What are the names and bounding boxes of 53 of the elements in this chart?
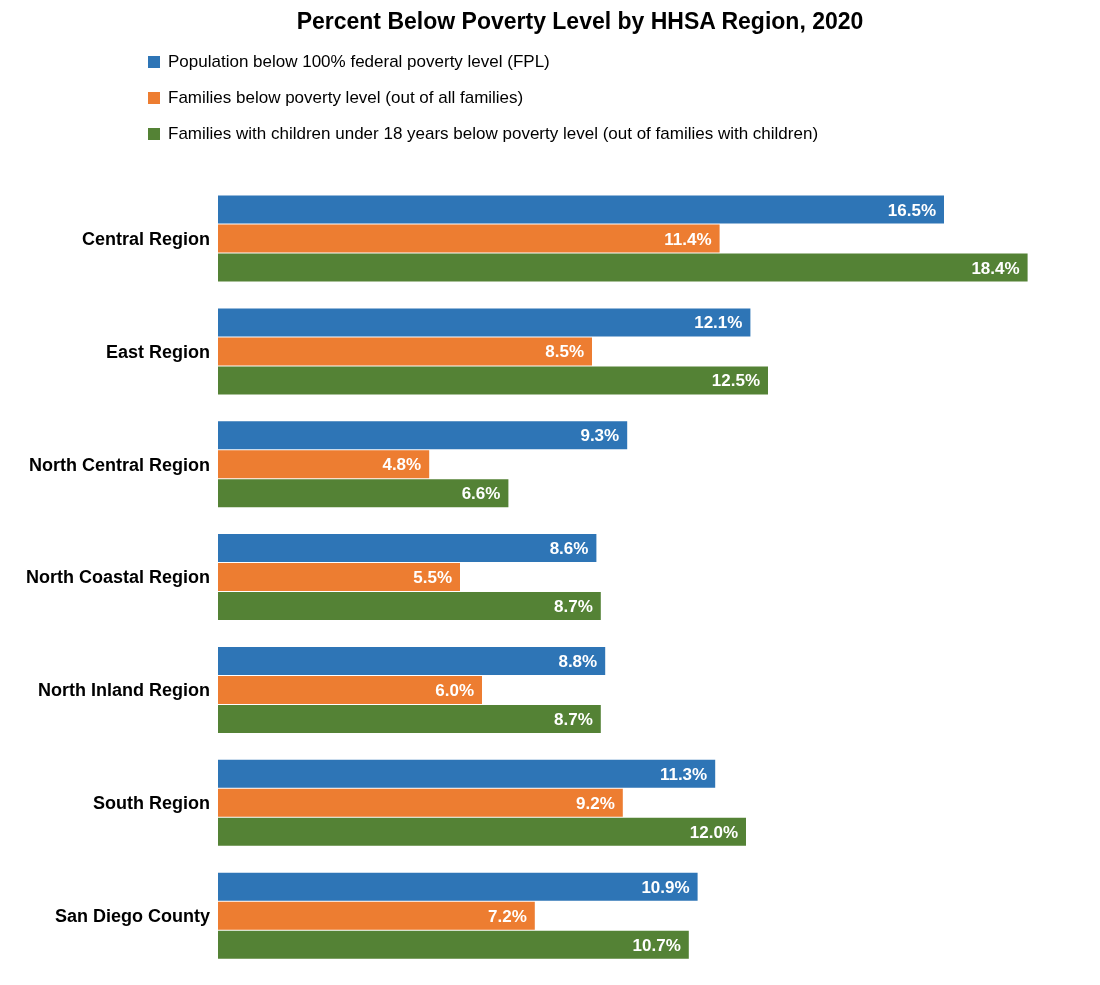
bar xyxy=(218,930,689,959)
data-label: 16.5% xyxy=(887,200,936,220)
data-label: 8.7% xyxy=(554,597,593,617)
legend-label: Families below poverty level (out of all families) xyxy=(168,87,524,109)
chart-title: Percent Below Poverty Level by HHSA Region, 2020 xyxy=(295,8,865,36)
data-label: 8.8% xyxy=(558,651,598,671)
data-label: 18.4% xyxy=(971,258,1020,278)
y-tick-label: North Inland Region xyxy=(38,680,210,701)
bar xyxy=(218,479,509,508)
data-label: 10.9% xyxy=(641,877,690,897)
data-label: 6.6% xyxy=(461,484,501,504)
bar xyxy=(218,646,606,675)
legend-label: Population below 100% federal poverty level (FPL) xyxy=(168,51,550,73)
bar xyxy=(218,817,746,846)
bar xyxy=(218,872,698,901)
bar xyxy=(218,366,768,395)
data-label: 11.4% xyxy=(664,229,712,249)
bar xyxy=(218,224,720,253)
y-tick-label: North Coastal Region xyxy=(25,567,210,588)
bar xyxy=(218,534,597,563)
data-label: 11.3% xyxy=(659,764,708,784)
data-label: 9.2% xyxy=(576,793,615,813)
bar xyxy=(218,253,1028,282)
data-label: 6.0% xyxy=(435,680,474,700)
bar xyxy=(218,759,716,788)
data-label: 8.6% xyxy=(549,539,589,559)
bar xyxy=(218,450,430,479)
bar xyxy=(218,563,460,592)
y-tick-label: North Central Region xyxy=(28,454,210,475)
data-label: 10.7% xyxy=(632,935,681,955)
bar xyxy=(218,901,535,930)
bar xyxy=(218,421,628,450)
data-label: 12.5% xyxy=(711,371,760,391)
data-label: 12.1% xyxy=(694,313,743,333)
data-label: 9.3% xyxy=(580,426,620,446)
legend-label: Families with children under 18 years below poverty level (out of families with children) xyxy=(168,123,819,145)
bar xyxy=(218,675,482,704)
y-tick-label: Central Region xyxy=(81,228,210,249)
data-label: 4.8% xyxy=(382,455,422,475)
bar xyxy=(218,788,623,817)
y-tick-label: South Region xyxy=(93,793,210,814)
bar xyxy=(218,704,601,733)
bar xyxy=(218,337,592,366)
data-label: 8.7% xyxy=(554,709,593,729)
data-label: 5.5% xyxy=(413,568,452,588)
bar xyxy=(218,308,751,337)
y-tick-label: San Diego County xyxy=(54,905,210,926)
bar xyxy=(218,195,944,224)
data-label: 7.2% xyxy=(488,906,527,926)
bar xyxy=(218,592,601,621)
data-label: 12.0% xyxy=(689,822,738,842)
y-tick-label: East Region xyxy=(105,341,210,362)
data-label: 8.5% xyxy=(545,342,584,362)
